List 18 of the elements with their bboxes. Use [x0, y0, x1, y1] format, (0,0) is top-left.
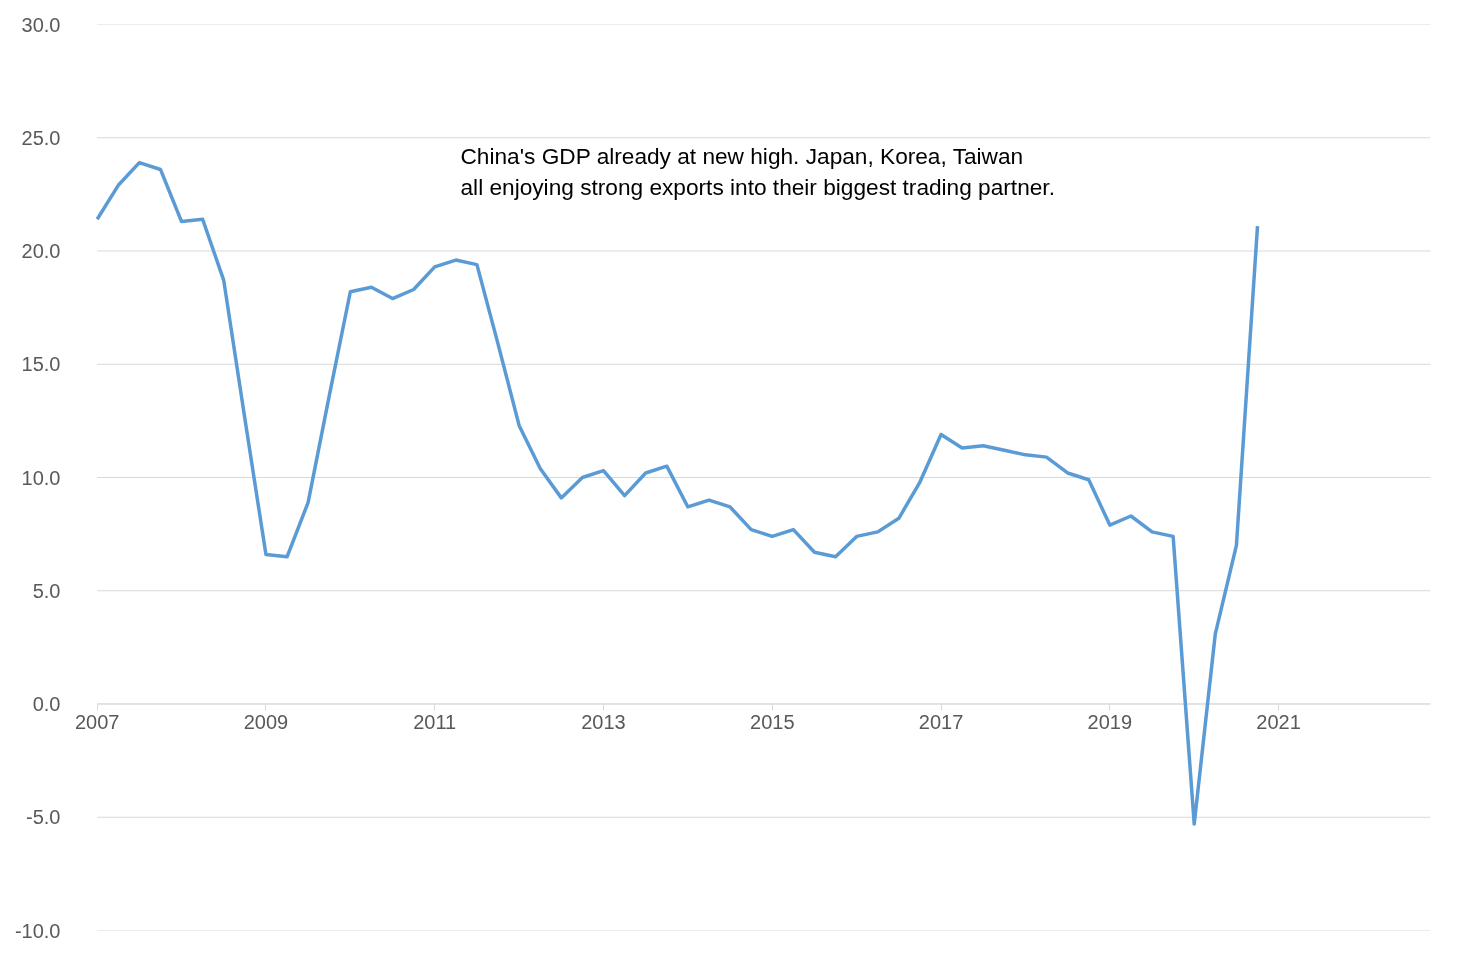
y-tick-label: -10.0	[14, 919, 61, 942]
annotation: China's GDP already at new high. Japan, Korea, Taiwan all enjoying strong exports into their biggest trading partner.	[460, 143, 1055, 201]
x-tick-label: 2021	[1256, 711, 1301, 733]
x-tick-label: 2013	[581, 711, 626, 733]
y-tick-label: -5.0	[26, 806, 61, 829]
y-tick-label: 5.0	[32, 579, 61, 602]
y-tick-label: 30.0	[21, 13, 61, 36]
x-tick-label: 2017	[918, 711, 964, 733]
x-tick-label: 2007	[74, 711, 120, 733]
x-tick-label: 2009	[243, 711, 289, 733]
y-tick-label: 0.0	[32, 693, 61, 715]
y-tick-label: 10.0	[21, 466, 61, 489]
y-tick-label: 20.0	[21, 240, 61, 262]
x-tick-label: 2011	[413, 711, 457, 733]
x-tick-label: 2015	[750, 711, 795, 733]
x-tick-label: 2019	[1087, 711, 1133, 733]
y-tick-label: 25.0	[21, 126, 61, 149]
y-tick-label: 15.0	[21, 353, 61, 376]
